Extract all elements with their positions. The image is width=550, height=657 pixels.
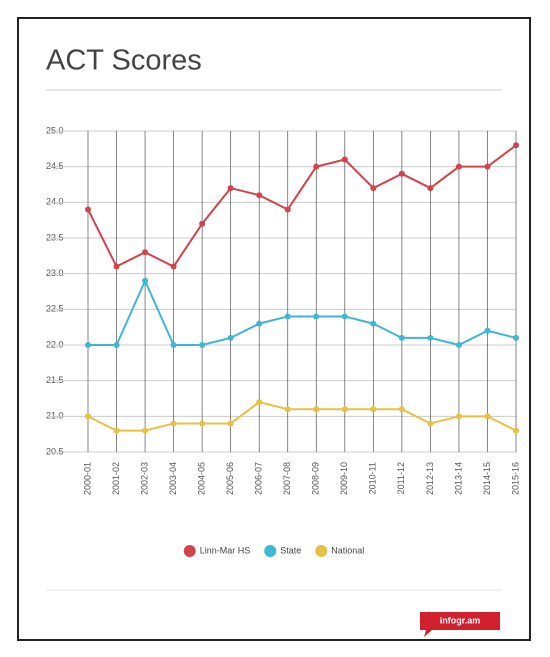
x-tick-label: 2008-09 (311, 462, 321, 495)
data-point (227, 185, 234, 192)
data-point (284, 206, 291, 213)
data-point (142, 277, 149, 284)
data-point (113, 263, 120, 270)
x-tick-label: 2006-07 (254, 462, 264, 495)
data-point (513, 334, 519, 341)
badge-shape (420, 612, 500, 637)
data-point (398, 406, 405, 413)
data-point (313, 163, 320, 170)
y-tick-label: 24.5 (46, 161, 64, 171)
x-tick-label: 2011-12 (396, 462, 406, 494)
x-tick-label: 2002-03 (139, 462, 149, 495)
legend-label: State (280, 545, 301, 555)
y-tick-label: 25.0 (46, 125, 64, 135)
data-point (313, 313, 320, 320)
data-point (256, 320, 263, 327)
legend-marker (264, 545, 277, 557)
data-point (484, 327, 491, 334)
x-tick-label: 2009-10 (339, 462, 349, 495)
frame (17, 17, 531, 641)
data-point (455, 163, 462, 170)
x-tick-label: 2015-16 (510, 462, 520, 495)
x-tick-label: 2014-15 (482, 462, 492, 495)
data-point (256, 399, 263, 406)
data-point (398, 334, 405, 341)
data-point (370, 406, 377, 413)
data-point (484, 413, 491, 420)
data-point (199, 420, 206, 427)
data-point (427, 420, 434, 427)
data-point (341, 313, 348, 320)
data-point (113, 342, 120, 348)
data-point (227, 420, 234, 427)
y-tick-label: 20.5 (46, 446, 64, 456)
series-line (88, 278, 517, 347)
data-point (170, 342, 177, 348)
data-point (455, 342, 462, 348)
y-tick-label: 22.5 (46, 304, 64, 314)
data-point (455, 413, 462, 420)
y-tick-label: 23.5 (46, 232, 64, 242)
x-tick-label: 2000-01 (82, 462, 92, 495)
data-point (427, 185, 434, 192)
y-tick-label: 23.0 (46, 268, 64, 278)
data-point (341, 406, 348, 413)
data-point (313, 406, 320, 413)
data-point (199, 220, 206, 227)
data-point (398, 170, 405, 177)
series-line (87, 144, 517, 268)
data-point (370, 185, 377, 192)
data-point (85, 342, 91, 348)
data-point (284, 313, 291, 320)
y-tick-label: 24.0 (46, 197, 64, 207)
x-tick-label: 2005-06 (225, 462, 235, 495)
data-point (513, 427, 519, 434)
legend-marker (183, 545, 196, 557)
data-point (284, 406, 291, 413)
data-point (170, 263, 177, 270)
x-tick-label: 2004-05 (197, 462, 207, 495)
data-point (484, 163, 491, 170)
data-point (142, 249, 149, 256)
chart-title: ACT Scores (46, 45, 202, 77)
x-tick-label: 2010-11 (368, 462, 378, 494)
data-point (170, 420, 177, 427)
badge-text[interactable]: infogr.am (440, 615, 481, 625)
series-line (87, 400, 517, 432)
legend-label: Linn-Mar HS (200, 545, 251, 555)
data-point (85, 206, 91, 213)
data-point (341, 156, 348, 163)
legend-marker (315, 545, 328, 557)
data-point (227, 334, 234, 341)
data-point (427, 334, 434, 341)
x-tick-label: 2003-04 (168, 462, 178, 495)
data-point (370, 320, 377, 327)
data-point (256, 192, 263, 199)
x-tick-label: 2012-13 (425, 462, 435, 495)
y-tick-label: 22.0 (46, 339, 64, 349)
legend-label: National (331, 545, 364, 555)
x-tick-label: 2013-14 (453, 462, 463, 495)
data-point (142, 427, 149, 434)
data-point (85, 413, 91, 420)
x-tick-label: 2001-02 (111, 462, 121, 495)
data-point (113, 427, 120, 434)
data-point (513, 142, 519, 149)
data-point (199, 342, 206, 348)
x-tick-label: 2007-08 (282, 462, 292, 495)
y-tick-label: 21.0 (46, 411, 64, 421)
y-tick-label: 21.5 (46, 375, 64, 385)
